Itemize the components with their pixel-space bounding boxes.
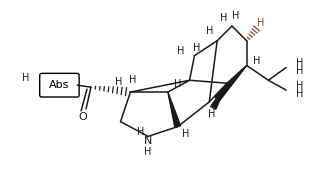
- Text: H: H: [232, 11, 240, 21]
- Text: H: H: [220, 13, 228, 23]
- Text: H: H: [193, 43, 200, 53]
- Text: H: H: [296, 81, 303, 91]
- Polygon shape: [168, 92, 181, 127]
- Polygon shape: [210, 83, 227, 109]
- Text: H: H: [145, 147, 152, 157]
- Text: H: H: [129, 75, 136, 85]
- Text: H: H: [115, 77, 122, 87]
- Text: H: H: [296, 58, 303, 68]
- Text: H: H: [177, 46, 184, 56]
- Text: H: H: [208, 109, 215, 119]
- Text: H: H: [296, 66, 303, 76]
- Text: H: H: [253, 56, 260, 66]
- Text: H: H: [137, 127, 144, 136]
- Text: H: H: [182, 129, 189, 139]
- Text: H: H: [206, 26, 213, 36]
- Polygon shape: [215, 66, 247, 101]
- Text: Abs: Abs: [49, 80, 70, 90]
- FancyBboxPatch shape: [40, 73, 79, 97]
- Text: H: H: [296, 89, 303, 99]
- Text: N: N: [144, 136, 152, 146]
- Text: H: H: [257, 18, 264, 28]
- Text: O: O: [79, 112, 87, 122]
- Text: H: H: [174, 79, 181, 89]
- Text: H: H: [23, 73, 30, 83]
